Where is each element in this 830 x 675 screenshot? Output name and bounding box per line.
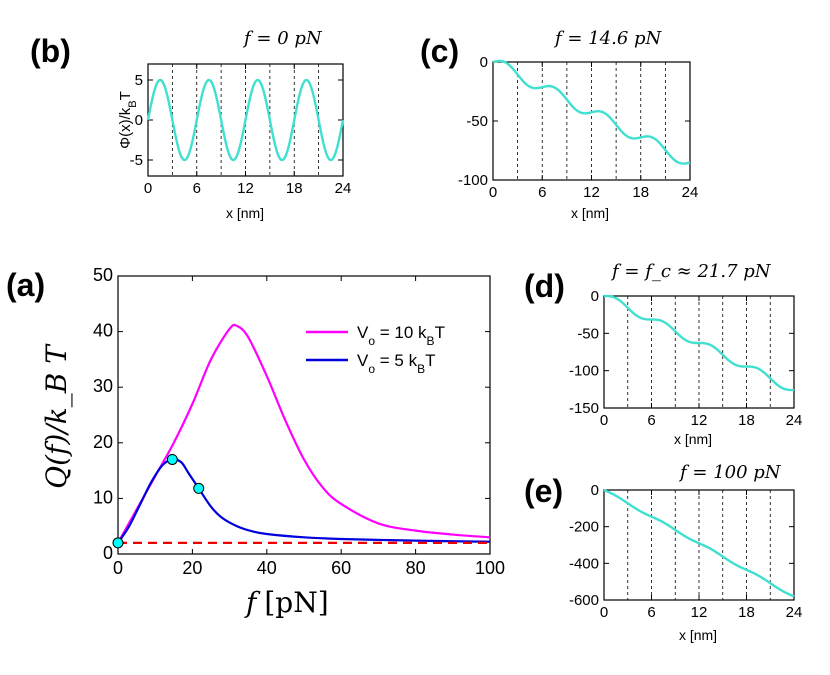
potential-curve-c <box>492 59 691 165</box>
x-tick-label-e: 24 <box>786 604 803 621</box>
x-tick-label-e: 18 <box>738 604 755 621</box>
y-tick-label-e: -200 <box>569 519 599 536</box>
panel-d: (d) f = f_c ≈ 21.7 pN x [nm] <box>524 261 772 447</box>
marker-point <box>112 537 124 549</box>
panel-label-a: (a) <box>6 267 45 303</box>
x-axis-label-d: x [nm] <box>674 431 712 447</box>
panel-title-b: f = 0 pN <box>242 28 323 49</box>
y-tick-label-d: -50 <box>577 325 599 342</box>
axes-d: 0 6 12 18 24 -150 -100 -50 0 <box>569 288 802 429</box>
legend-label-v10: Vo = 10 kBT <box>357 323 445 348</box>
potential-curve-b <box>146 78 345 162</box>
y-tick-label-e: -600 <box>569 592 599 609</box>
x-tick-label-b: 24 <box>335 180 352 197</box>
y-tick-label-b: 5 <box>135 72 143 89</box>
y-tick-label-e: 0 <box>591 482 599 499</box>
x-tick-label-e: 0 <box>600 604 608 621</box>
x-tick-label-a: 0 <box>113 558 123 578</box>
panel-label-b: (b) <box>30 33 71 69</box>
x-tick-label-c: 6 <box>538 184 546 201</box>
x-tick-label-c: 18 <box>632 184 649 201</box>
panel-c: (c) f = 14.6 pN x [nm] <box>420 28 663 221</box>
x-axis-label-e: x [nm] <box>679 627 717 643</box>
y-tick-label-b: -5 <box>130 152 143 169</box>
y-tick-label-c: 0 <box>480 54 488 71</box>
x-axis-label-b: x [nm] <box>226 205 264 221</box>
x-tick-label-c: 24 <box>682 184 699 201</box>
x-tick-label-a: 100 <box>475 558 505 578</box>
axes-e: 0 6 12 18 24 -600 -400 -200 0 <box>569 482 802 621</box>
plot-frame-a <box>117 275 491 555</box>
panel-label-d: (d) <box>524 268 565 304</box>
x-tick-label-d: 0 <box>600 412 608 429</box>
panel-e: (e) f = 100 pN x [nm] <box>524 462 782 643</box>
y-tick-label-e: -400 <box>569 555 599 572</box>
panel-title-e: f = 100 pN <box>678 462 782 483</box>
y-tick-label-a: 40 <box>93 321 113 341</box>
x-tick-label-b: 12 <box>237 180 254 197</box>
x-axis-label-a: f [pN] <box>244 586 329 619</box>
y-tick-label-a: 50 <box>93 265 113 285</box>
axes-c: 0 6 12 18 24 -100 -50 0 <box>458 54 698 201</box>
y-tick-label-d: 0 <box>591 288 599 305</box>
x-tick-label-d: 24 <box>786 412 803 429</box>
x-tick-label-d: 6 <box>647 412 655 429</box>
panel-a: (a) f [pN] Q(f)/k_B T <box>6 267 329 619</box>
x-tick-label-d: 18 <box>738 412 755 429</box>
x-tick-label-b: 0 <box>144 180 152 197</box>
panel-title-c: f = 14.6 pN <box>553 28 663 49</box>
x-tick-label-e: 6 <box>647 604 655 621</box>
y-tick-label-a: 20 <box>93 432 113 452</box>
x-tick-label-b: 18 <box>286 180 303 197</box>
y-tick-label-a: 30 <box>93 376 113 396</box>
x-tick-label-c: 12 <box>583 184 600 201</box>
axes-a: 0 20 40 60 80 100 0 10 20 30 40 50 Vo = 10 kBT Vo = 5… <box>93 265 505 578</box>
y-tick-label-b: 0 <box>135 112 143 129</box>
y-axis-label-a: Q(f)/k_B T <box>40 343 73 489</box>
y-tick-label-a: 0 <box>103 543 113 563</box>
marker-point <box>193 482 205 494</box>
panel-b: (b) f = 0 pN x [nm] Φ(x)/kBT <box>30 28 323 221</box>
x-tick-label-c: 0 <box>489 184 497 201</box>
y-tick-label-c: -50 <box>466 113 488 130</box>
panel-label-e: (e) <box>524 473 563 509</box>
y-tick-label-d: -100 <box>569 363 599 380</box>
series-line-v5 <box>117 458 491 544</box>
y-axis-label-b: Φ(x)/kBT <box>117 91 139 149</box>
x-tick-label-a: 40 <box>257 558 277 578</box>
x-tick-label-b: 6 <box>193 180 201 197</box>
y-tick-label-c: -100 <box>458 172 488 189</box>
legend: Vo = 10 kBT Vo = 5 kBT <box>306 323 445 376</box>
x-tick-label-a: 20 <box>182 558 202 578</box>
x-tick-label-a: 60 <box>331 558 351 578</box>
x-tick-label-a: 80 <box>406 558 426 578</box>
axes-b: 0 6 12 18 24-505 <box>130 63 352 197</box>
potential-curve-d <box>604 294 794 392</box>
x-axis-label-c: x [nm] <box>571 205 609 221</box>
potential-curve-e <box>603 488 795 598</box>
marker-point <box>166 453 178 465</box>
y-tick-label-d: -150 <box>569 400 599 417</box>
series-line-v10 <box>117 323 491 544</box>
y-tick-label-a: 10 <box>93 487 113 507</box>
legend-label-v5: Vo = 5 kBT <box>357 351 436 376</box>
x-tick-label-d: 12 <box>691 412 708 429</box>
panel-title-d: f = f_c ≈ 21.7 pN <box>610 261 772 282</box>
x-tick-label-e: 12 <box>691 604 708 621</box>
panel-label-c: (c) <box>420 33 459 69</box>
